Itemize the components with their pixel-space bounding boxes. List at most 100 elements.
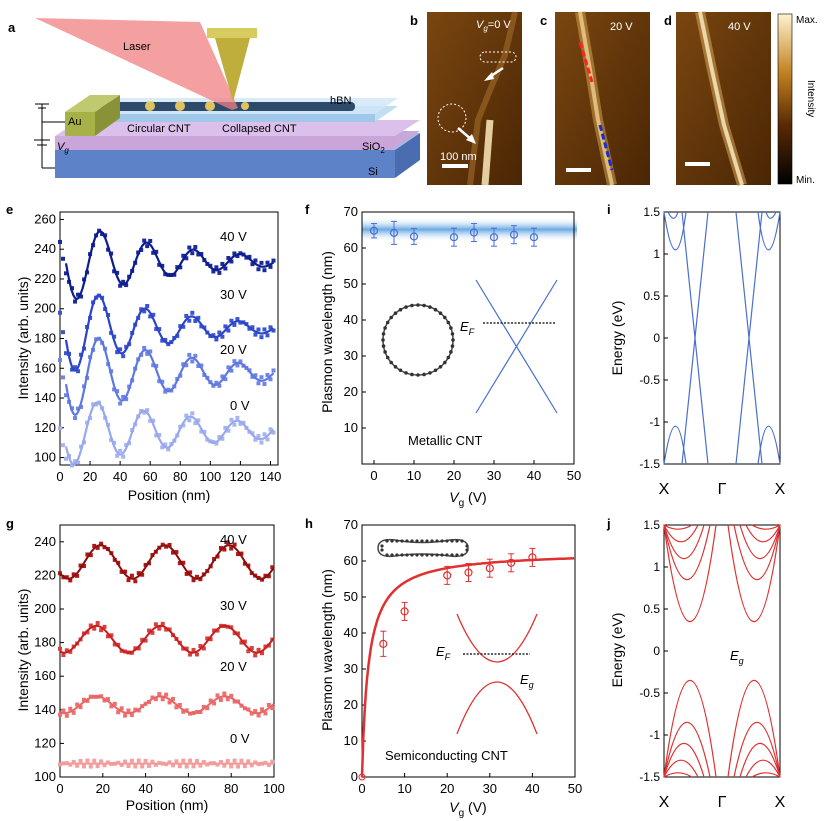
g-xtick-label: 20 bbox=[96, 781, 110, 796]
ylabel-i: Energy (eV) bbox=[609, 301, 625, 376]
g-point bbox=[153, 697, 158, 702]
e-point bbox=[247, 254, 252, 259]
si-side bbox=[395, 133, 420, 178]
e-point bbox=[121, 354, 126, 359]
ring-atom bbox=[422, 372, 426, 377]
ring-atom bbox=[450, 332, 455, 336]
label-e-40v: 40 V bbox=[220, 229, 247, 244]
ring-atom bbox=[404, 371, 408, 375]
g-point bbox=[246, 649, 251, 654]
g-xtick-label: 80 bbox=[224, 781, 238, 796]
g-point bbox=[116, 642, 121, 647]
g-point bbox=[85, 552, 90, 557]
e-point bbox=[250, 374, 255, 379]
g-point bbox=[157, 626, 162, 631]
e-point bbox=[262, 381, 267, 386]
flat-ring-atom bbox=[440, 539, 444, 543]
e-point bbox=[196, 315, 201, 320]
g-point bbox=[236, 552, 241, 557]
e-ytick-label: 120 bbox=[34, 420, 56, 435]
ylabel-f: Plasmon wavelength (nm) bbox=[319, 251, 335, 413]
e-point bbox=[226, 328, 231, 333]
e-point bbox=[118, 448, 123, 453]
e-point bbox=[157, 433, 162, 438]
g-point bbox=[167, 542, 172, 547]
ticks-e: 0 20 40 60 80 100 120 140 100 120 140 160 180 200 220 2… bbox=[34, 211, 281, 484]
i-ytick-label: -1 bbox=[649, 415, 660, 429]
e-ytick-label: 160 bbox=[34, 360, 56, 375]
g-point bbox=[61, 708, 66, 713]
j-kpoint-label: Γ bbox=[718, 794, 727, 811]
panel-j-bands: j 1.5 1 0.5 0 -0.5 -1 -1.5 X Γ X Eg Energy (eV) bbox=[606, 516, 786, 811]
e-point bbox=[259, 375, 264, 380]
e-point bbox=[253, 332, 258, 337]
g-point bbox=[198, 577, 203, 582]
g-point bbox=[147, 628, 152, 633]
panel-letter-d: d bbox=[664, 13, 672, 28]
ring-atom bbox=[381, 338, 385, 342]
h-ytick-label: 30 bbox=[344, 661, 358, 676]
e-point bbox=[58, 358, 62, 363]
red-dash bbox=[578, 41, 594, 83]
g-point bbox=[112, 642, 117, 647]
flat-ring-atom bbox=[395, 553, 399, 557]
g-point bbox=[68, 762, 73, 767]
scale-label-b: 100 nm bbox=[440, 151, 477, 163]
f-point bbox=[409, 232, 419, 241]
dirac-line-2 bbox=[475, 279, 558, 414]
e-point bbox=[142, 345, 147, 350]
g-point bbox=[95, 621, 100, 626]
e-point bbox=[184, 413, 189, 418]
e-point bbox=[232, 422, 237, 427]
f-xtick-label: 50 bbox=[567, 468, 581, 483]
g-point bbox=[208, 637, 213, 642]
ring-atom bbox=[433, 307, 438, 312]
flat-ring-atom bbox=[390, 539, 394, 543]
g-point bbox=[133, 579, 138, 584]
g-ytick-label: 220 bbox=[34, 567, 56, 582]
g-point bbox=[184, 708, 189, 713]
g-point bbox=[184, 571, 189, 576]
g-point bbox=[266, 762, 271, 767]
g-point bbox=[253, 760, 258, 765]
i-parabolic-band bbox=[663, 425, 687, 465]
g-ytick-label: 100 bbox=[34, 769, 56, 784]
g-point bbox=[147, 763, 152, 768]
g-point bbox=[153, 762, 158, 767]
flat-ring-atom bbox=[415, 539, 419, 543]
h-xtick-label: 0 bbox=[358, 781, 365, 796]
sio2-front bbox=[55, 136, 395, 150]
g-point bbox=[218, 545, 223, 550]
h-ytick-label: 60 bbox=[344, 553, 358, 568]
scale-bar-d bbox=[685, 162, 710, 166]
j-conduction-band bbox=[745, 524, 781, 543]
g-point bbox=[225, 759, 230, 764]
f-point bbox=[529, 233, 539, 242]
h-point bbox=[379, 639, 388, 648]
au-side bbox=[95, 95, 120, 136]
e-point bbox=[142, 309, 147, 314]
flat-ring-atom bbox=[400, 539, 404, 543]
e-xtick-label: 80 bbox=[173, 469, 187, 484]
i-ytick-label: 1.5 bbox=[643, 205, 660, 219]
collapsed-cnt-label: Collapsed CNT bbox=[222, 123, 297, 135]
g-point bbox=[174, 759, 179, 764]
e-point bbox=[262, 432, 267, 437]
flat-ring-atom bbox=[410, 539, 414, 543]
g-point bbox=[78, 705, 83, 710]
label-e-0v: 0 V bbox=[230, 398, 250, 413]
e-point bbox=[262, 327, 267, 332]
flat-ring-atom bbox=[405, 539, 409, 543]
g-point bbox=[136, 646, 141, 651]
f-xtick-label: 10 bbox=[407, 468, 421, 483]
g-point bbox=[242, 764, 247, 769]
e-point bbox=[271, 258, 276, 263]
e-point bbox=[253, 258, 258, 263]
ring-atom bbox=[428, 305, 432, 309]
ring-atom bbox=[416, 373, 420, 377]
ef-label-h: EF bbox=[436, 644, 451, 662]
blue-dash bbox=[598, 124, 614, 171]
h-ytick-label: 50 bbox=[344, 589, 358, 604]
g-point bbox=[81, 564, 86, 569]
